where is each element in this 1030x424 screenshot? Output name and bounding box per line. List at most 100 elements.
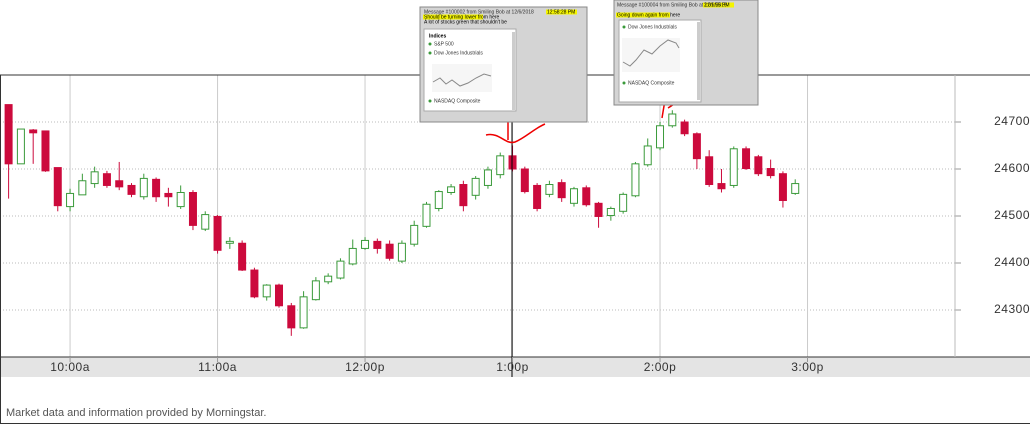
candle-body [176, 192, 185, 208]
footer: Market data and information provided by … [6, 407, 266, 419]
candle-body [287, 305, 296, 329]
candle-body [53, 167, 62, 207]
x-tick-label: 11:00a [198, 360, 237, 374]
highlight [423, 14, 483, 20]
plot [0, 75, 961, 357]
scribble [485, 120, 546, 144]
x-tick-label: 3:00p [791, 360, 824, 374]
candle-body [619, 193, 628, 212]
candle-body [152, 178, 161, 198]
dot [622, 25, 626, 29]
candle-body [508, 155, 517, 170]
candle-body [139, 177, 148, 198]
candle-body [766, 168, 775, 177]
candle-body [656, 125, 665, 149]
candle-body [742, 148, 751, 170]
candle-body [668, 113, 677, 127]
y-tick-label: 24700 [994, 114, 1030, 128]
candle-body [422, 203, 431, 227]
highlight [616, 12, 670, 18]
candle-body [225, 240, 234, 244]
candle-body [299, 296, 308, 329]
candle-body [102, 173, 111, 186]
scrollbar [512, 32, 515, 110]
candle-body [434, 191, 443, 209]
candle-body [238, 242, 247, 271]
y-tick-label: 24400 [994, 255, 1030, 269]
popup-line: A lot of stocks green that shouldn't be [424, 19, 507, 25]
dot [428, 51, 432, 55]
candle-body [16, 128, 25, 165]
candle-body [410, 224, 419, 245]
highlight [703, 2, 734, 8]
candle-body [569, 188, 578, 204]
candle-body [754, 156, 763, 175]
candle-body [496, 155, 505, 176]
x-tick-label: 2:00p [644, 360, 677, 374]
candle-body [115, 180, 124, 188]
candle-body [692, 133, 701, 160]
popup: Message #100004 from Smiling Bob at 12/6… [613, 0, 759, 106]
candle-body [717, 183, 726, 190]
mini-chart [432, 64, 492, 92]
y-tick-label: 24600 [994, 161, 1030, 175]
candle-body [545, 184, 554, 195]
widget-title: Indices [429, 33, 446, 39]
candle-body [483, 169, 492, 186]
candle-body [41, 130, 50, 172]
candle-body [66, 192, 75, 208]
x-tick-label: 10:00a [50, 360, 90, 374]
popup-line: Going down again from here [617, 12, 680, 18]
candle-body [397, 242, 406, 262]
candle-body [594, 202, 603, 217]
mini-line [622, 39, 680, 67]
candle-body [348, 247, 357, 265]
y-tick-label: 24300 [994, 302, 1030, 316]
x-tick-label: 12:00p [345, 360, 385, 374]
widget-item: Dow Jones Industrials [628, 24, 677, 30]
candle-body [324, 275, 333, 283]
x-tick-label: 1:00p [496, 360, 529, 374]
candle-body [385, 243, 394, 259]
popup-line: Should be turning lower from here [424, 14, 500, 20]
candle-body [262, 284, 271, 298]
popup: Message #100002 from Smiling Bob at 12/6… [419, 6, 588, 123]
dot [428, 99, 432, 103]
candle-body [311, 280, 320, 301]
x-axis-band [0, 357, 1030, 377]
dot [622, 81, 626, 85]
y-tick-label: 24500 [994, 208, 1030, 222]
candle-body [336, 260, 345, 279]
popup-header: Message #100004 from Smiling Bob at 12/6… [617, 2, 727, 8]
candle-body [373, 240, 382, 249]
candle-body [447, 186, 456, 194]
candle-body [680, 121, 689, 135]
candle-body [29, 129, 38, 134]
highlight [546, 9, 577, 15]
popup-time: 12:58:28 PM [547, 9, 575, 15]
candle-body [275, 284, 284, 307]
popup-time: 2:01:55 PM [704, 2, 730, 8]
candle-body [78, 180, 87, 196]
candle-body [520, 168, 529, 193]
widget-item: S&P 500 [434, 41, 454, 47]
candle-body [643, 145, 652, 166]
candle-body [90, 171, 99, 185]
mini-line [432, 73, 492, 87]
candle-body [250, 269, 259, 298]
candle-body [188, 192, 197, 226]
mini-chart [622, 38, 680, 72]
popup-header: Message #100002 from Smiling Bob at 12/6… [424, 9, 534, 15]
dot [428, 42, 432, 46]
candle-body [213, 215, 222, 251]
candle-body [361, 239, 370, 249]
candle-body [606, 207, 615, 217]
candle-body [791, 183, 800, 194]
candle-body [533, 184, 542, 209]
scrollbar [697, 22, 700, 100]
candle-body [705, 156, 714, 186]
widget-item: NASDAQ Composite [434, 98, 481, 104]
candle-body [459, 184, 468, 207]
candle-body [127, 184, 136, 195]
